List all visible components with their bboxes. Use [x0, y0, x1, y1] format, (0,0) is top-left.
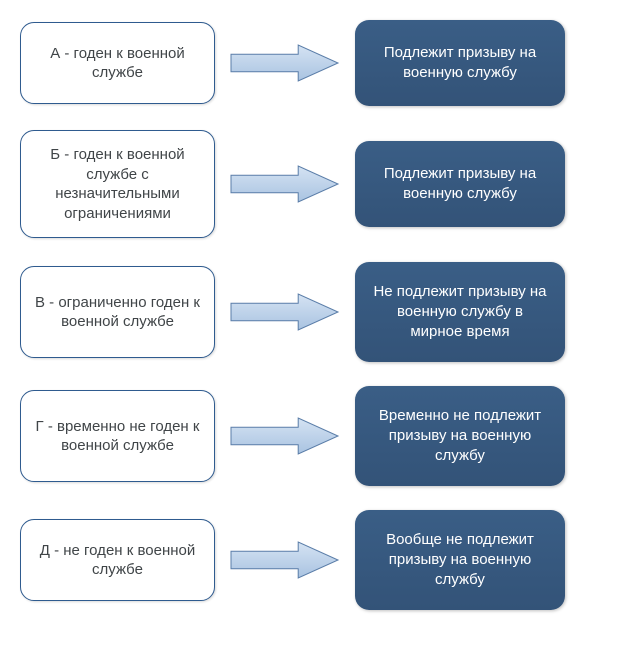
diagram-container: А - годен к военной службе Подлежит приз…: [20, 20, 619, 610]
category-box: Д - не годен к военной службе: [20, 519, 215, 601]
arrow-icon: [215, 540, 355, 580]
outcome-box: Временно не подлежит призыву на военную …: [355, 386, 565, 486]
outcome-box: Вообще не подлежит призыву на военную сл…: [355, 510, 565, 610]
outcome-box: Подлежит призыву на военную службу: [355, 141, 565, 227]
diagram-row: А - годен к военной службе Подлежит приз…: [20, 20, 619, 106]
category-box: Г - временно не годен к военной службе: [20, 390, 215, 482]
category-box: В - ограниченно годен к военной службе: [20, 266, 215, 358]
diagram-row: Г - временно не годен к военной службе В…: [20, 386, 619, 486]
diagram-row: В - ограниченно годен к военной службе Н…: [20, 262, 619, 362]
arrow-icon: [215, 164, 355, 204]
diagram-row: Д - не годен к военной службе Вообще не …: [20, 510, 619, 610]
arrow-icon: [215, 416, 355, 456]
arrow-icon: [215, 43, 355, 83]
outcome-box: Подлежит призыву на военную службу: [355, 20, 565, 106]
outcome-box: Не подлежит призыву на военную службу в …: [355, 262, 565, 362]
arrow-icon: [215, 292, 355, 332]
diagram-row: Б - годен к военной службе с незначитель…: [20, 130, 619, 238]
category-box: Б - годен к военной службе с незначитель…: [20, 130, 215, 238]
category-box: А - годен к военной службе: [20, 22, 215, 104]
